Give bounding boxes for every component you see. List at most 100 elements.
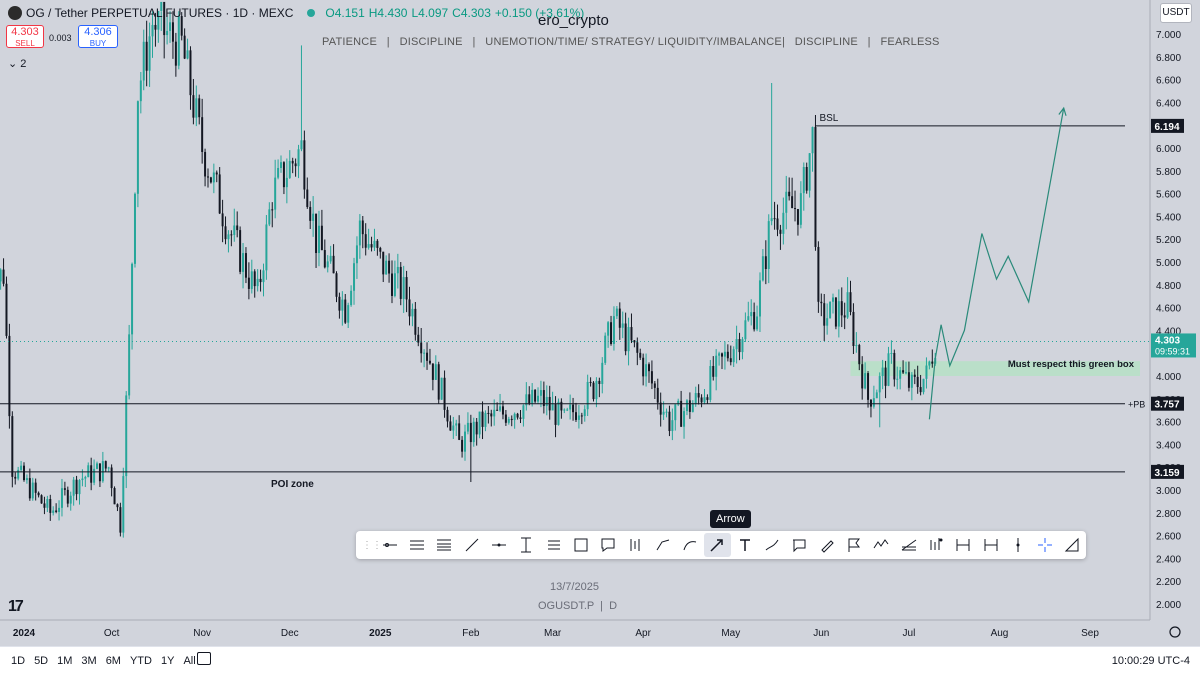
pb-label: +PB	[1128, 400, 1145, 410]
date-range-icon[interactable]	[513, 533, 540, 557]
range-button-1y[interactable]: 1Y	[160, 655, 175, 667]
flag-icon[interactable]	[840, 533, 867, 557]
bsl-label: BSL	[819, 113, 838, 124]
comment-icon[interactable]	[786, 533, 813, 557]
y-tick-label: 5.600	[1156, 190, 1181, 201]
watermark-symbol: OGUSDT.P | D	[538, 600, 618, 612]
zone-label: Must respect this green box	[1008, 359, 1135, 370]
author-name: ero_crypto	[538, 12, 609, 29]
y-tick-label: 5.800	[1156, 167, 1181, 178]
range-button-5d[interactable]: 5D	[34, 655, 49, 667]
x-tick-label: Mar	[544, 628, 562, 639]
y-tick-label: 3.400	[1156, 440, 1181, 451]
motto-text: PATIENCE | DISCIPLINE | UNEMOTION/TIME/ …	[322, 36, 940, 48]
date-price-range-icon[interactable]	[977, 533, 1004, 557]
range-button-ytd[interactable]: YTD	[129, 655, 152, 667]
ohlc-values: O4.151 H4.430 L4.097 C4.303 +0.150 (+3.61%)	[325, 6, 585, 20]
trend-line-icon[interactable]	[458, 533, 485, 557]
y-tick-label: 6.600	[1156, 76, 1181, 87]
calendar-icon[interactable]	[197, 652, 211, 665]
range-button-3m[interactable]: 3M	[81, 655, 97, 667]
clock[interactable]: 10:00:29 UTC-4	[1111, 655, 1190, 667]
x-tick-label: Jul	[903, 628, 916, 639]
fib-retracement-icon[interactable]	[431, 533, 458, 557]
elliott-wave-icon[interactable]	[868, 533, 895, 557]
parallel-channel-icon[interactable]	[403, 533, 430, 557]
range-button-all[interactable]: All	[183, 655, 196, 667]
x-tick-label: Oct	[104, 628, 120, 639]
buy-button[interactable]: 4.306 BUY	[78, 25, 118, 48]
projection-path	[928, 106, 1067, 420]
y-tick-label: 5.000	[1156, 258, 1181, 269]
last-price-text: 4.303	[1155, 335, 1180, 346]
text-icon[interactable]	[731, 533, 758, 557]
projection-line	[928, 107, 1065, 420]
x-tick-label: Apr	[635, 628, 651, 639]
symbol-title[interactable]: OG / Tether PERPETUAL FUTURES · 1D · MEX…	[26, 6, 294, 20]
callout-icon[interactable]	[595, 533, 622, 557]
level-price-tag-text: 3.757	[1154, 400, 1179, 411]
sell-button[interactable]: 4.303 SELL	[6, 25, 44, 48]
horizontal-line-icon[interactable]	[485, 533, 512, 557]
horizontal-ray-icon[interactable]	[376, 533, 403, 557]
time-axis[interactable]: 2024 Oct Nov Dec 2025 Feb Mar Apr May Jun Jul Aug Se…	[0, 619, 1181, 639]
ruler-icon[interactable]	[1059, 533, 1086, 557]
arrow-icon[interactable]	[703, 533, 732, 557]
countdown-text: 09:59:31	[1155, 346, 1190, 356]
x-tick-label: 2024	[13, 628, 36, 639]
projection-icon[interactable]	[950, 533, 977, 557]
y-tick-label: 6.800	[1156, 53, 1181, 64]
x-tick-label: Sep	[1081, 628, 1099, 639]
last-price-tag	[1151, 333, 1196, 358]
y-tick-label: 4.600	[1156, 304, 1181, 315]
arrow-tooltip: Arrow	[710, 510, 751, 528]
watermark-date: 13/7/2025	[550, 581, 599, 593]
level-price-tag-text: 3.159	[1154, 468, 1179, 479]
drawing-toolbar: ⋮⋮	[356, 531, 1086, 559]
settings-gear-icon[interactable]	[1169, 626, 1181, 638]
range-button-1d[interactable]: 1D	[11, 655, 26, 667]
long-position-icon[interactable]	[622, 533, 649, 557]
range-buttons: 1D 5D 1M 3M 6M YTD 1Y All	[11, 655, 196, 667]
y-tick-label: 2.000	[1156, 600, 1181, 611]
y-tick-label: 2.600	[1156, 532, 1181, 543]
x-tick-label: Dec	[281, 628, 299, 639]
level-lines: BSL +PB POI zone	[0, 113, 1150, 490]
spread-value: 0.003	[49, 33, 72, 43]
level-price-tag	[1151, 118, 1184, 133]
y-tick-label: 7.000	[1156, 30, 1181, 41]
tradingview-logo-icon[interactable]: 17	[8, 598, 24, 615]
vertical-line-icon[interactable]	[1004, 533, 1031, 557]
x-tick-label: Aug	[991, 628, 1009, 639]
x-tick-label: May	[721, 628, 740, 639]
pen-icon[interactable]	[813, 533, 840, 557]
path-icon[interactable]	[649, 533, 676, 557]
bars-pattern-icon[interactable]	[922, 533, 949, 557]
crosshair-icon[interactable]	[1032, 533, 1059, 557]
x-tick-label: Nov	[193, 628, 211, 639]
range-button-1m[interactable]: 1M	[57, 655, 73, 667]
y-tick-label: 6.000	[1156, 144, 1181, 155]
indicators-toggle[interactable]: ⌄ 2	[8, 58, 27, 70]
price-range-icon[interactable]	[540, 533, 567, 557]
y-tick-label: 3.600	[1156, 418, 1181, 429]
level-price-tag-text: 6.194	[1154, 122, 1179, 133]
range-button-6m[interactable]: 6M	[105, 655, 121, 667]
brush-icon[interactable]	[758, 533, 785, 557]
market-status-icon	[307, 9, 316, 17]
rectangle-icon[interactable]	[567, 533, 594, 557]
y-tick-label: 3.000	[1156, 486, 1181, 497]
level-price-tag	[1151, 396, 1184, 411]
price-chart[interactable]: Must respect this green box BSL +PB POI zo…	[0, 0, 1200, 646]
price-axis[interactable]: 7.0006.8006.6006.4006.2006.0005.8005.600…	[1149, 0, 1200, 646]
y-tick-label: 4.000	[1156, 372, 1181, 383]
level-price-tag	[1151, 464, 1184, 479]
curve-icon[interactable]	[676, 533, 703, 557]
y-tick-label: 2.400	[1156, 554, 1181, 565]
bottom-bar: 1D 5D 1M 3M 6M YTD 1Y All 10:00:29 UTC-4	[0, 646, 1200, 676]
toolbar-grip-icon[interactable]: ⋮⋮	[362, 539, 382, 551]
y-tick-label: 5.400	[1156, 212, 1181, 223]
y-tick-label: 6.400	[1156, 98, 1181, 109]
currency-button[interactable]: USDT	[1160, 3, 1192, 23]
pitchfork-icon[interactable]	[895, 533, 922, 557]
